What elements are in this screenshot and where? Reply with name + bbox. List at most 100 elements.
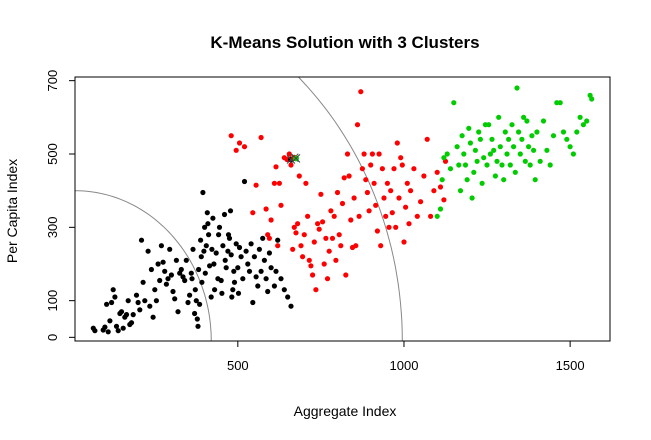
point-c2-63 — [361, 151, 367, 157]
point-c2-69 — [371, 180, 377, 186]
point-c1-85 — [219, 290, 225, 296]
point-c1-11 — [115, 328, 121, 334]
point-c3-60 — [550, 133, 557, 139]
point-c3-72 — [589, 96, 595, 102]
point-c2-31 — [308, 263, 314, 269]
point-c2-43 — [328, 208, 334, 214]
y-tick-label-0: 0 — [45, 334, 60, 341]
point-c1-64 — [198, 254, 204, 260]
point-c3-45 — [517, 151, 523, 157]
point-c2-49 — [338, 243, 344, 249]
point-c2-27 — [301, 232, 307, 238]
point-c2-64 — [363, 177, 369, 183]
point-c2-59 — [354, 122, 361, 128]
point-c2-13 — [275, 243, 281, 249]
point-c3-58 — [544, 147, 550, 153]
point-c1-118 — [263, 276, 269, 282]
point-c1-102 — [236, 244, 243, 251]
point-c3-70 — [584, 118, 590, 124]
point-c3-4 — [444, 151, 450, 157]
point-c3-43 — [514, 85, 520, 91]
point-c1-60 — [195, 323, 201, 329]
point-c3-51 — [527, 162, 533, 168]
point-c1-117 — [261, 257, 267, 263]
point-c2-7 — [263, 206, 269, 212]
point-c2-29 — [305, 213, 311, 219]
point-c3-10 — [459, 133, 465, 139]
point-c1-94 — [228, 252, 234, 258]
point-c2-48 — [336, 232, 342, 238]
point-c1-101 — [235, 290, 242, 296]
point-c2-37 — [318, 191, 324, 197]
point-c2-58 — [353, 243, 359, 249]
point-c1-74 — [207, 263, 213, 269]
point-c3-3 — [441, 155, 447, 161]
point-c2-38 — [320, 219, 326, 225]
point-c1-80 — [213, 250, 219, 256]
point-c2-89 — [404, 180, 410, 186]
point-c2-2 — [236, 140, 243, 146]
point-c2-67 — [368, 162, 374, 168]
point-c3-56 — [537, 158, 543, 164]
point-c1-47 — [178, 266, 184, 273]
point-c1-14 — [120, 325, 126, 331]
point-c3-15 — [467, 140, 473, 146]
point-c3-46 — [519, 136, 525, 142]
y-tick-label-300: 300 — [45, 216, 60, 238]
x-axis-label: Aggregate Index — [294, 403, 397, 419]
point-c2-36 — [316, 226, 322, 232]
point-c1-53 — [188, 270, 194, 276]
point-c2-24 — [296, 173, 302, 179]
point-c1-44 — [173, 257, 179, 263]
point-c2-52 — [343, 272, 349, 278]
point-c3-35 — [501, 177, 507, 183]
point-c2-19 — [288, 162, 294, 168]
point-c1-128 — [288, 303, 294, 309]
point-c2-83 — [394, 140, 400, 146]
point-c1-97 — [231, 268, 237, 274]
point-c2-72 — [376, 151, 382, 157]
point-c1-36 — [160, 259, 166, 265]
point-c1-86 — [220, 243, 226, 249]
point-c3-32 — [496, 114, 502, 120]
point-c1-28 — [147, 303, 153, 309]
point-c3-38 — [506, 136, 512, 142]
point-c1-55 — [190, 246, 196, 252]
point-c3-0 — [434, 213, 440, 219]
point-c3-16 — [469, 195, 475, 201]
point-c2-87 — [401, 239, 407, 245]
point-c1-107 — [245, 261, 251, 267]
point-c2-65 — [364, 189, 370, 196]
point-c2-6 — [258, 134, 264, 141]
point-c2-55 — [348, 217, 354, 223]
point-c1-119 — [265, 288, 271, 295]
point-c2-30 — [306, 257, 312, 263]
point-c2-45 — [331, 213, 337, 219]
point-c3-49 — [524, 118, 530, 124]
point-c3-13 — [464, 177, 470, 183]
point-c3-20 — [476, 129, 482, 135]
point-c2-93 — [414, 213, 420, 219]
point-c3-33 — [497, 144, 503, 150]
point-c1-115 — [258, 268, 264, 274]
point-c3-42 — [512, 169, 518, 175]
point-c1-35 — [158, 243, 164, 249]
point-c2-53 — [344, 151, 351, 157]
point-c2-88 — [403, 204, 409, 210]
point-c2-81 — [391, 166, 397, 172]
point-c3-27 — [487, 151, 493, 157]
point-c2-99 — [434, 169, 440, 175]
point-c2-61 — [358, 89, 364, 95]
point-c1-3 — [102, 324, 108, 330]
point-c3-68 — [577, 114, 583, 120]
point-c1-87 — [221, 211, 228, 218]
point-c1-45 — [175, 309, 181, 315]
point-c1-1 — [92, 328, 98, 334]
point-c1-61 — [196, 266, 202, 273]
point-c1-16 — [123, 312, 130, 318]
point-c1-58 — [193, 298, 199, 304]
point-c1-120 — [266, 250, 272, 256]
point-c1-69 — [202, 270, 208, 276]
point-c2-94 — [418, 199, 424, 205]
